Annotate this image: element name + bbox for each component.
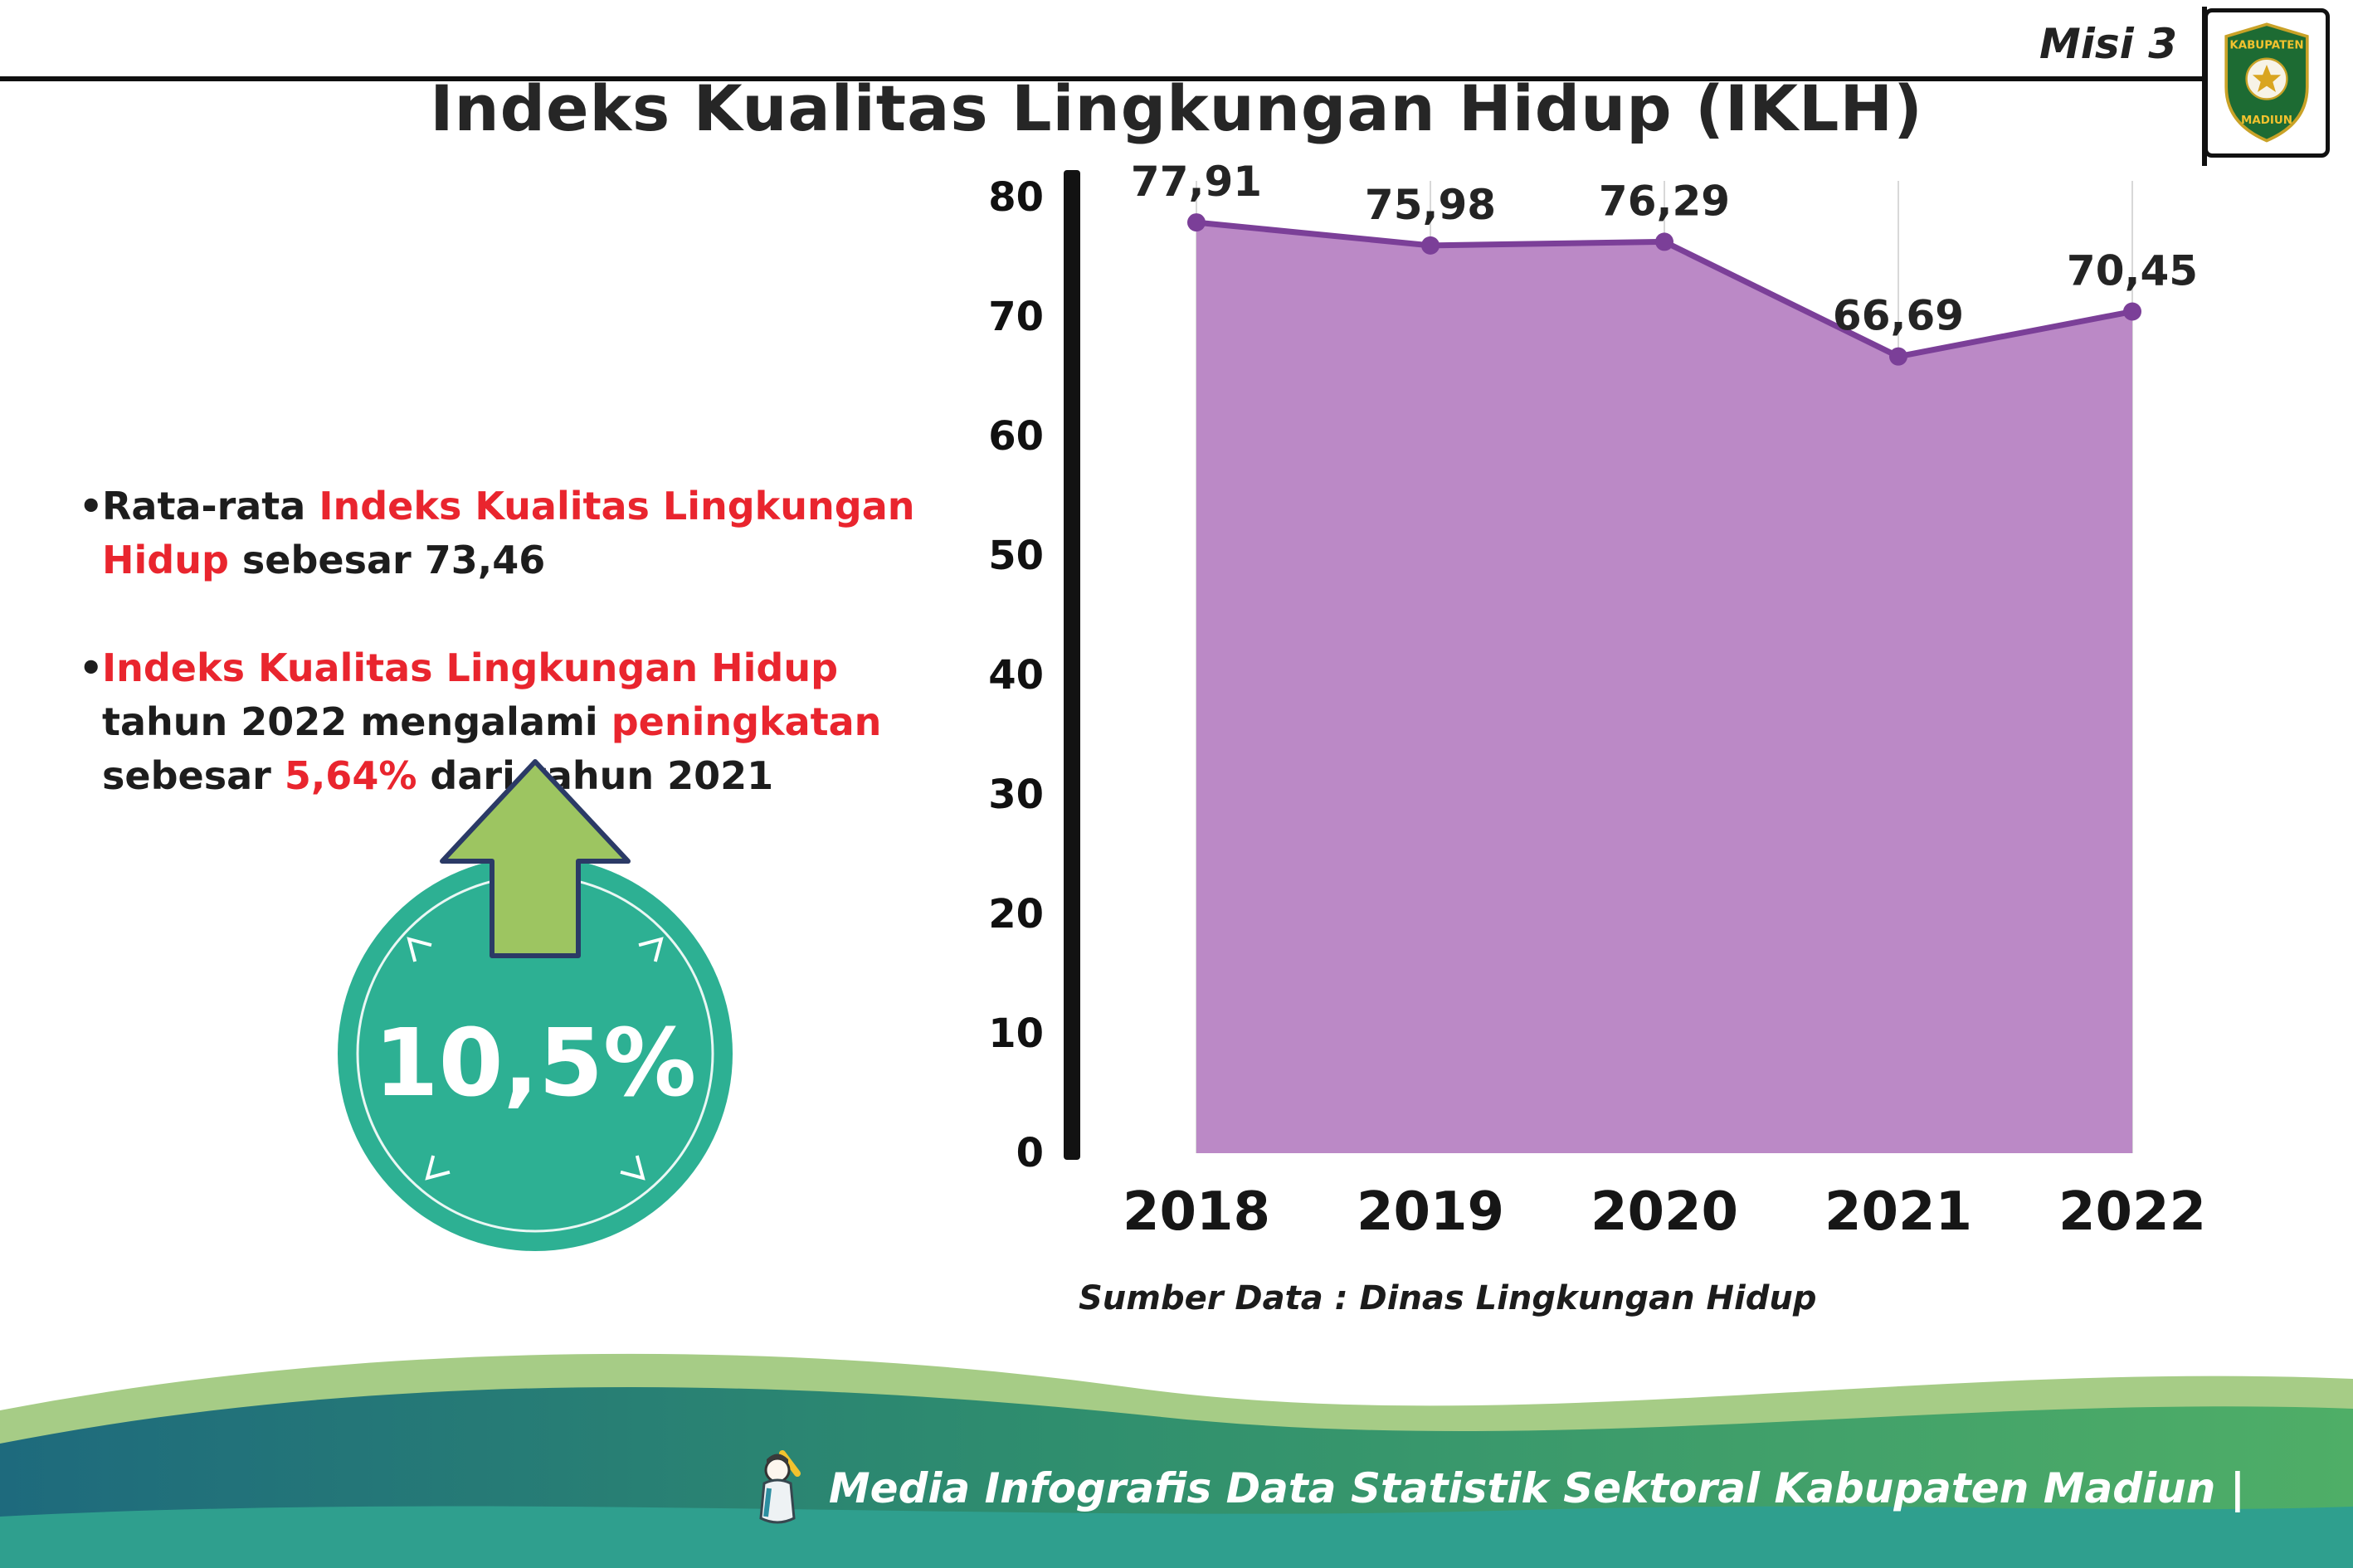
text-segment: Indeks Kualitas Lingkungan Hidup — [102, 645, 839, 690]
data-point — [1889, 347, 1907, 366]
text-segment: peningkatan — [611, 699, 882, 744]
x-tick-label: 2020 — [1591, 1181, 1738, 1243]
mascot-icon — [759, 1450, 801, 1524]
text-segment: sebesar 73,46 — [228, 538, 546, 583]
value-label: 76,29 — [1599, 177, 1730, 225]
crest-icon: KABUPATEN MADIUN — [2224, 22, 2309, 143]
data-point — [1655, 232, 1673, 251]
y-axis — [1064, 170, 1080, 1160]
x-tick-label: 2021 — [1824, 1181, 1972, 1243]
text-segment: dari tahun 2021 — [417, 753, 774, 799]
bullet-item-increase: • Indeks Kualitas Lingkungan Hidup tahun … — [79, 641, 975, 804]
y-tick-label: 20 — [988, 891, 1044, 937]
x-tick-label: 2018 — [1123, 1181, 1270, 1243]
y-tick-label: 0 — [1016, 1130, 1044, 1176]
footer-credit-text: Media Infografis Data Statistik Sektoral… — [828, 1464, 2245, 1512]
text-segment: Indeks Kualitas Lingkungan Hidup — [102, 484, 915, 583]
badge-tick — [620, 1155, 645, 1181]
badge-tick — [425, 1155, 451, 1181]
value-label: 75,98 — [1365, 181, 1496, 229]
summary-bullets: • Rata-rata Indeks Kualitas Lingkungan Hi… — [79, 480, 975, 857]
text-segment: tahun 2022 mengalami — [102, 699, 611, 744]
badge-tick — [638, 937, 664, 962]
bullet-text: Rata-rata Indeks Kualitas Lingkungan Hid… — [102, 484, 914, 582]
bullet-dot: • — [79, 645, 104, 690]
kabupaten-madiun-logo: KABUPATEN MADIUN — [2204, 8, 2330, 158]
data-source-caption: Sumber Data : Dinas Lingkungan Hidup — [1079, 1279, 1817, 1317]
data-point — [1187, 213, 1206, 232]
y-tick-label: 70 — [988, 294, 1044, 340]
y-tick-label: 60 — [988, 413, 1044, 460]
value-label: 70,45 — [2067, 247, 2198, 295]
data-point — [2123, 302, 2141, 321]
y-tick-label: 50 — [988, 533, 1044, 579]
badge-tick — [407, 937, 432, 962]
bullet-dot: • — [79, 484, 104, 528]
header-divider — [0, 76, 2205, 81]
misi-label: Misi 3 — [2039, 20, 2177, 68]
wave-bottom — [0, 1506, 2353, 1568]
text-segment: sebesar — [102, 753, 285, 799]
bullet-item-average: • Rata-rata Indeks Kualitas Lingkungan Hi… — [79, 480, 975, 588]
badge-circle — [338, 856, 733, 1251]
iklh-area-chart: 77,91 75,98 76,29 66,69 70,45 0 10 20 30 40 50 60 70… — [979, 153, 2323, 1282]
badge-value: 10,5% — [374, 1010, 697, 1118]
text-segment: Rata-rata — [102, 484, 319, 528]
y-tick-label: 10 — [988, 1010, 1044, 1057]
x-tick-label: 2019 — [1357, 1181, 1504, 1243]
up-arrow-icon — [440, 759, 631, 958]
area-fill — [1196, 222, 2132, 1154]
y-tick-label: 40 — [988, 652, 1044, 699]
y-tick-label: 30 — [988, 772, 1044, 818]
x-tick-label: 2022 — [2058, 1181, 2206, 1243]
value-label: 77,91 — [1131, 158, 1262, 206]
page-title: Indeks Kualitas Lingkungan Hidup (IKLH) — [430, 71, 1923, 145]
text-segment: 5,64% — [284, 753, 417, 799]
y-tick-label: 80 — [988, 174, 1044, 221]
footer-credit: Media Infografis Data Statistik Sektoral… — [744, 1447, 2245, 1530]
bullet-text: Indeks Kualitas Lingkungan Hidup tahun 2… — [102, 645, 881, 799]
value-label: 66,69 — [1833, 292, 1964, 340]
data-point — [1421, 236, 1440, 255]
increase-badge: 10,5% — [319, 722, 751, 1261]
crest-star — [2252, 65, 2282, 92]
crest-bottom-text: MADIUN — [2241, 114, 2292, 127]
crest-top-text: KABUPATEN — [2229, 40, 2303, 52]
footer-wave-graphic — [0, 1353, 2353, 1568]
